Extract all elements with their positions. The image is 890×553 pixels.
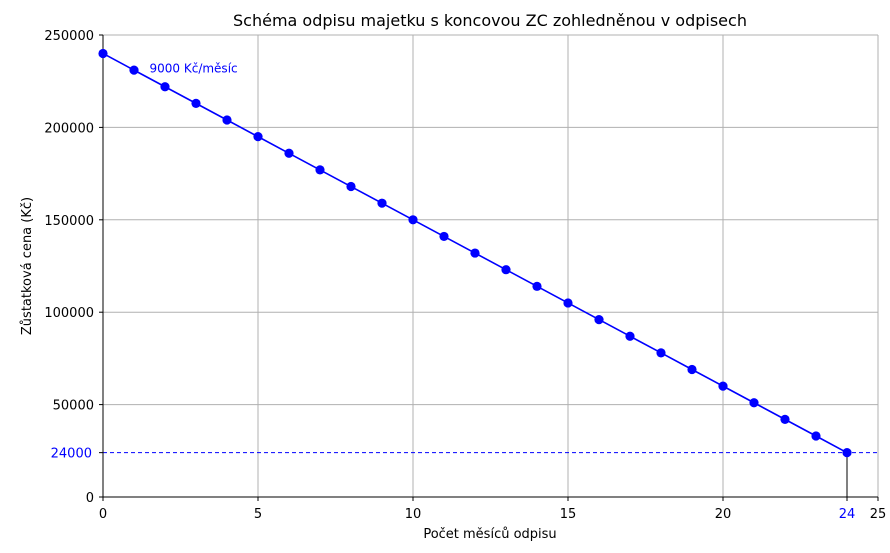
- y-axis-label: Zůstatková cena (Kč): [20, 197, 35, 335]
- data-point: [98, 48, 108, 59]
- y-tick-label: 50000: [53, 399, 94, 414]
- y-tick-label: 250000: [44, 29, 94, 44]
- data-point: [501, 265, 511, 275]
- y-tick-label: 200000: [44, 121, 94, 136]
- final-value-label: 24000: [51, 447, 92, 462]
- data-point: [377, 198, 387, 208]
- reference-lines: [103, 452, 878, 497]
- data-point: [408, 215, 418, 225]
- data-point: [129, 65, 139, 75]
- data-point: [842, 448, 852, 458]
- data-point: [160, 82, 170, 92]
- data-point: [687, 364, 697, 375]
- axes: [102, 35, 878, 498]
- data-point: [222, 115, 232, 125]
- x-tick-label: 15: [560, 507, 577, 522]
- data-point: [563, 298, 573, 308]
- data-point: [439, 231, 449, 242]
- y-tick-label: 100000: [44, 306, 94, 321]
- y-tick-label: 150000: [44, 214, 94, 229]
- end-month-label: 24: [839, 507, 856, 522]
- data-point: [718, 381, 728, 391]
- data-point: [253, 132, 263, 142]
- data-point: [470, 248, 480, 258]
- series: [98, 48, 852, 458]
- grid: [103, 34, 879, 497]
- x-tick-label: 0: [99, 507, 107, 522]
- data-point: [811, 431, 821, 441]
- data-point: [532, 281, 542, 291]
- data-point: [191, 98, 201, 108]
- data-point: [625, 331, 635, 341]
- data-point: [284, 148, 294, 158]
- data-point: [780, 414, 790, 424]
- y-tick-label: 0: [86, 491, 94, 506]
- data-point: [656, 348, 666, 358]
- data-point: [315, 165, 325, 175]
- x-tick-label: 5: [254, 507, 262, 522]
- chart-title: Schéma odpisu majetku s koncovou ZC zohl…: [233, 11, 747, 30]
- data-point: [749, 398, 759, 408]
- rate-annotation: 9000 Kč/měsíc: [150, 61, 238, 75]
- x-axis-label: Počet měsíců odpisu: [423, 527, 556, 542]
- x-tick-label: 25: [870, 507, 887, 522]
- ticks: 0 5 10 15 20 25 0 50000 100000 150000 200000 250000…: [44, 29, 886, 522]
- x-tick-label: 10: [405, 507, 422, 522]
- data-point: [594, 314, 604, 325]
- x-tick-label: 20: [715, 507, 732, 522]
- data-point: [346, 181, 356, 192]
